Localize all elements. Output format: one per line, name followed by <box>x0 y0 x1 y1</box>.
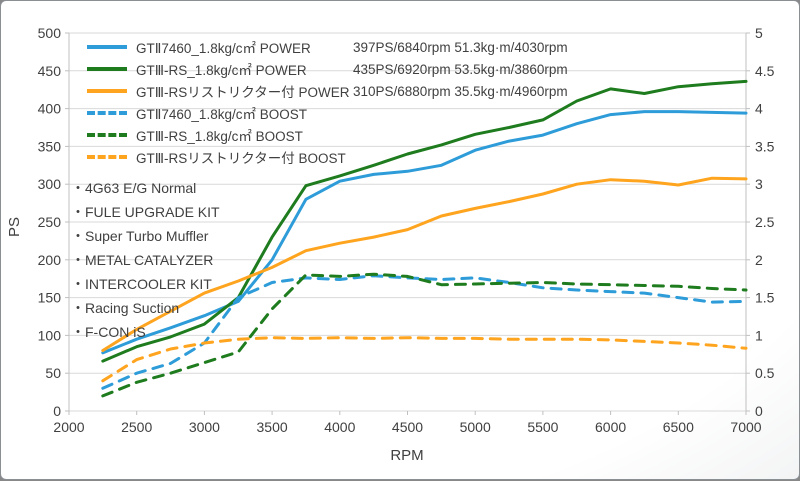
annotation-item-1: ・FULE UPGRADE KIT <box>71 204 220 220</box>
y-left-tick-label: 350 <box>38 138 62 154</box>
x-axis-title: RPM <box>390 447 423 464</box>
legend-item-2: GTⅢ-RSリストリクター付 POWER 310PS/6880rpm 35.5kg… <box>87 80 568 102</box>
annotation-item-0: ・4G63 E/G Normal <box>71 180 197 196</box>
legend-stats: 435PS/6920rpm 53.5kg·m/3860rpm <box>353 61 568 77</box>
annotation-item-4: ・INTERCOOLER KIT <box>71 276 212 292</box>
x-tick-label: 2000 <box>53 419 84 435</box>
annotation-item-5: ・Racing Suction <box>71 300 180 316</box>
y-left-tick-label: 50 <box>45 365 61 381</box>
legend-item-1: GTⅢ-RS_1.8kg/c㎡ POWER 435PS/6920rpm 53.5k… <box>87 58 568 80</box>
series-line-0 <box>101 110 748 355</box>
y-right-tick-label: 5 <box>755 25 763 41</box>
y-left-tick-label: 450 <box>38 63 62 79</box>
annotation-item-2: ・Super Turbo Muffler <box>71 228 209 244</box>
x-tick-label: 2500 <box>121 419 152 435</box>
y-right-tick-label: 1 <box>755 327 763 343</box>
series-line-3 <box>101 274 748 390</box>
y-axis-title-left: PS <box>6 217 23 237</box>
legend-item-3: GTⅡ7460_1.8kg/c㎡ BOOST <box>87 102 568 124</box>
series-line-5 <box>101 336 748 383</box>
x-tick-label: 7000 <box>730 419 761 435</box>
legend-swatch <box>87 89 127 93</box>
y-right-tick-label: 4 <box>755 101 763 117</box>
x-tick-label: 4000 <box>324 419 355 435</box>
legend-swatch <box>87 67 127 71</box>
series-line-4 <box>101 272 748 398</box>
series-line-1 <box>101 79 748 363</box>
x-tick-label: 6500 <box>663 419 694 435</box>
x-tick-label: 5000 <box>460 419 491 435</box>
legend-item-0: GTⅡ7460_1.8kg/c㎡ POWER 397PS/6840rpm 51.3… <box>87 36 568 58</box>
x-tick-label: 4500 <box>392 419 423 435</box>
y-right-tick-label: 0.5 <box>755 365 775 381</box>
series-line-2 <box>101 176 748 352</box>
x-tick-label: 3500 <box>257 419 288 435</box>
legend-label: GTⅢ-RSリストリクター付 BOOST <box>136 151 346 166</box>
legend-swatch <box>87 45 127 49</box>
y-right-tick-label: 1.5 <box>755 290 775 306</box>
y-right-tick-label: 0 <box>755 403 763 419</box>
annotation-item-6: ・F-CON iS <box>71 324 146 340</box>
legend: GTⅡ7460_1.8kg/c㎡ POWER 397PS/6840rpm 51.3… <box>87 36 568 168</box>
legend-swatch <box>87 155 127 159</box>
y-right-tick-label: 3 <box>755 176 763 192</box>
legend-item-4: GTⅢ-RS_1.8kg/c㎡ BOOST <box>87 124 568 146</box>
y-left-tick-label: 250 <box>38 214 62 230</box>
y-left-tick-label: 150 <box>38 290 62 306</box>
y-left-tick-label: 0 <box>53 403 61 419</box>
legend-label: GTⅢ-RSリストリクター付 POWER <box>136 85 350 100</box>
y-right-tick-label: 2.5 <box>755 214 775 230</box>
legend-swatch <box>87 111 127 115</box>
x-tick-label: 5500 <box>527 419 558 435</box>
y-right-tick-label: 3.5 <box>755 138 775 154</box>
annotations-list: ・4G63 E/G Normal ・FULE UPGRADE KIT ・Super … <box>71 176 220 344</box>
legend-label: GTⅢ-RS_1.8kg/c㎡ POWER <box>136 63 307 78</box>
legend-label: GTⅡ7460_1.8kg/c㎡ POWER <box>136 41 311 56</box>
y-right-tick-label: 2 <box>755 252 763 268</box>
y-left-tick-label: 500 <box>38 25 62 41</box>
legend-item-5: GTⅢ-RSリストリクター付 BOOST <box>87 146 568 168</box>
legend-label: GTⅢ-RS_1.8kg/c㎡ BOOST <box>136 129 303 144</box>
y-left-tick-label: 200 <box>38 252 62 268</box>
legend-swatch <box>87 133 127 137</box>
y-left-tick-label: 400 <box>38 101 62 117</box>
legend-stats: 310PS/6880rpm 35.5kg·m/4960rpm <box>353 83 568 99</box>
x-tick-label: 3000 <box>189 419 220 435</box>
legend-label: GTⅡ7460_1.8kg/c㎡ BOOST <box>136 107 307 122</box>
y-left-tick-label: 300 <box>38 176 62 192</box>
legend-stats: 397PS/6840rpm 51.3kg·m/4030rpm <box>353 39 568 55</box>
annotation-item-3: ・METAL CATALYZER <box>71 252 214 268</box>
y-right-tick-label: 4.5 <box>755 63 775 79</box>
x-tick-label: 6000 <box>595 419 626 435</box>
y-left-tick-label: 100 <box>38 327 62 343</box>
